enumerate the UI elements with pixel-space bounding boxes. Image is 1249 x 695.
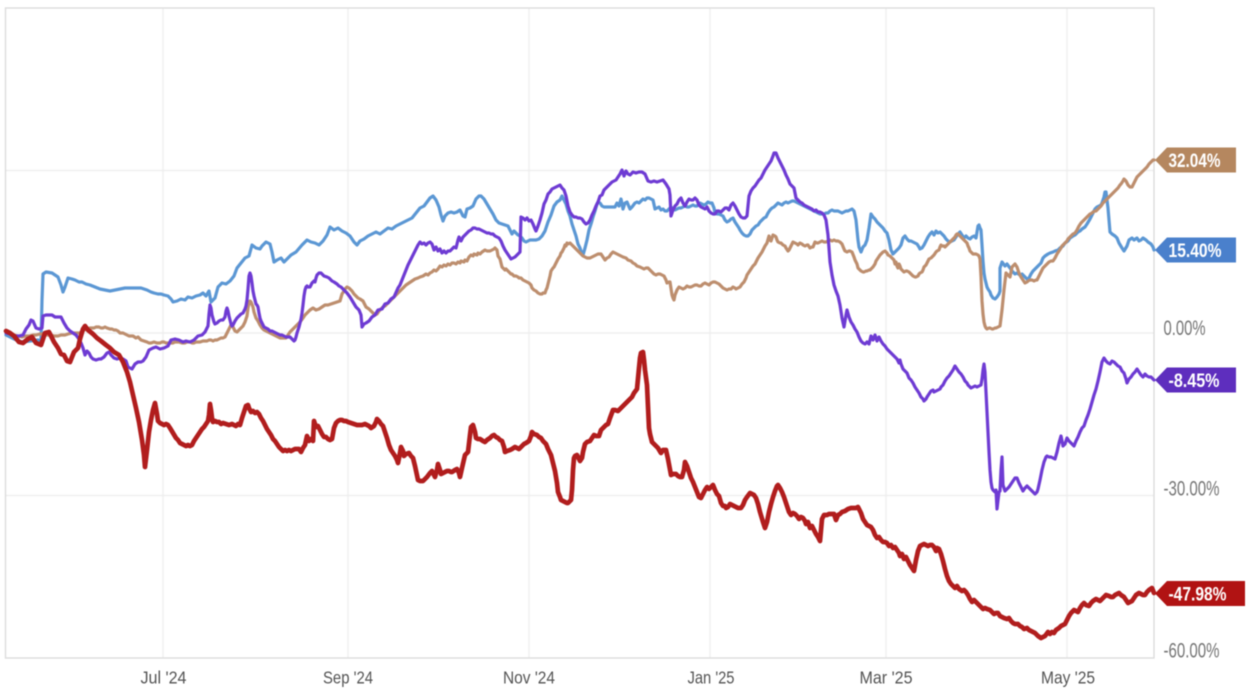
svg-text:0.00%: 0.00% bbox=[1164, 317, 1206, 340]
svg-text:Jan '25: Jan '25 bbox=[688, 668, 735, 688]
svg-text:Mar '25: Mar '25 bbox=[860, 668, 913, 688]
svg-text:15.40%: 15.40% bbox=[1169, 241, 1222, 262]
svg-text:Jul '24: Jul '24 bbox=[141, 668, 187, 688]
svg-text:-8.45%: -8.45% bbox=[1169, 371, 1220, 392]
svg-text:May '25: May '25 bbox=[1041, 668, 1095, 688]
svg-text:Nov '24: Nov '24 bbox=[503, 668, 555, 688]
svg-text:-30.00%: -30.00% bbox=[1164, 477, 1220, 500]
svg-text:Sep '24: Sep '24 bbox=[323, 668, 373, 688]
svg-text:-60.00%: -60.00% bbox=[1164, 640, 1220, 663]
svg-text:32.04%: 32.04% bbox=[1169, 151, 1221, 172]
svg-text:-47.98%: -47.98% bbox=[1169, 584, 1227, 605]
